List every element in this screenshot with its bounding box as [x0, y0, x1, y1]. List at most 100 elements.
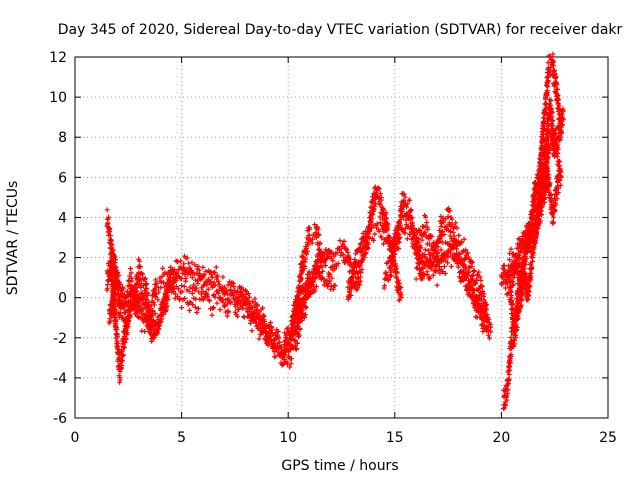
data-point	[425, 263, 431, 269]
data-point	[445, 254, 451, 260]
data-point	[318, 263, 324, 269]
data-point	[203, 278, 209, 284]
data-point	[191, 282, 197, 288]
data-point	[460, 258, 466, 264]
data-point	[413, 234, 419, 240]
data-point	[299, 254, 305, 260]
data-point	[435, 244, 441, 250]
data-point	[294, 346, 300, 352]
data-point	[114, 326, 120, 332]
data-point	[320, 268, 326, 274]
data-point	[330, 258, 336, 264]
data-point	[224, 313, 230, 319]
data-point	[107, 318, 113, 324]
x-tick-label: 15	[386, 430, 404, 446]
data-point	[209, 274, 215, 280]
data-point	[155, 297, 161, 303]
data-point	[117, 377, 123, 383]
data-point	[187, 299, 193, 305]
data-point	[120, 353, 126, 359]
data-point	[374, 221, 380, 227]
data-point	[309, 277, 315, 283]
data-point	[350, 280, 356, 286]
y-tick-label: 6	[58, 170, 67, 186]
data-point	[476, 286, 482, 292]
x-axis: 0 5 10 15 20 25	[71, 57, 617, 446]
y-tick-label: -4	[53, 371, 67, 387]
data-point	[461, 271, 467, 277]
data-point	[352, 257, 358, 263]
data-point	[271, 349, 277, 355]
data-point	[323, 262, 329, 268]
data-point	[393, 265, 399, 271]
data-point	[481, 291, 487, 297]
data-point	[212, 282, 218, 288]
data-point	[145, 290, 151, 296]
data-point	[209, 312, 215, 318]
data-point	[195, 281, 201, 287]
data-point	[359, 248, 365, 254]
data-point	[433, 253, 439, 259]
data-point	[340, 251, 346, 257]
data-point	[117, 310, 123, 316]
data-point	[286, 328, 292, 334]
data-point	[382, 283, 388, 289]
data-point	[144, 281, 150, 287]
data-point	[411, 226, 417, 232]
data-point	[420, 276, 426, 282]
data-point	[147, 326, 153, 332]
data-point	[383, 215, 389, 221]
data-point	[441, 264, 447, 270]
data-point	[463, 266, 469, 272]
data-point	[464, 287, 470, 293]
data-point	[121, 309, 127, 315]
data-point	[357, 274, 363, 280]
data-point	[189, 290, 195, 296]
data-point	[124, 330, 130, 336]
data-point	[255, 303, 261, 309]
data-point	[418, 245, 424, 251]
data-point	[161, 280, 167, 286]
data-point	[298, 277, 304, 283]
data-point	[506, 372, 512, 378]
data-point	[405, 224, 411, 230]
data-point	[441, 232, 447, 238]
y-tick-label: -2	[53, 331, 67, 347]
data-point	[136, 258, 142, 264]
data-point	[315, 226, 321, 232]
data-point	[265, 342, 271, 348]
data-point	[164, 297, 170, 303]
data-point	[149, 338, 155, 344]
data-point	[469, 264, 475, 270]
data-point	[399, 207, 405, 213]
data-point	[394, 269, 400, 275]
data-point	[414, 230, 420, 236]
data-point	[133, 282, 139, 288]
data-point	[220, 274, 226, 280]
data-point	[329, 275, 335, 281]
data-point	[306, 279, 312, 285]
data-point	[336, 247, 342, 253]
data-point	[272, 342, 278, 348]
data-point	[377, 220, 383, 226]
data-point	[118, 365, 124, 371]
data-point	[184, 266, 190, 272]
data-point	[147, 322, 153, 328]
data-point	[376, 228, 382, 234]
data-points	[104, 51, 566, 412]
data-point	[324, 277, 330, 283]
data-point	[446, 206, 452, 212]
data-point	[211, 305, 217, 311]
data-point	[331, 253, 337, 259]
data-point	[445, 260, 451, 266]
data-point	[252, 296, 258, 302]
data-point	[397, 285, 403, 291]
data-point	[455, 264, 461, 270]
data-point	[402, 230, 408, 236]
data-point	[127, 312, 133, 318]
y-axis: -6 -4 -2 0 2 4 6 8 10 12	[49, 50, 608, 427]
data-point	[326, 247, 332, 253]
data-point	[165, 283, 171, 289]
data-point	[328, 283, 334, 289]
data-point	[211, 280, 217, 286]
